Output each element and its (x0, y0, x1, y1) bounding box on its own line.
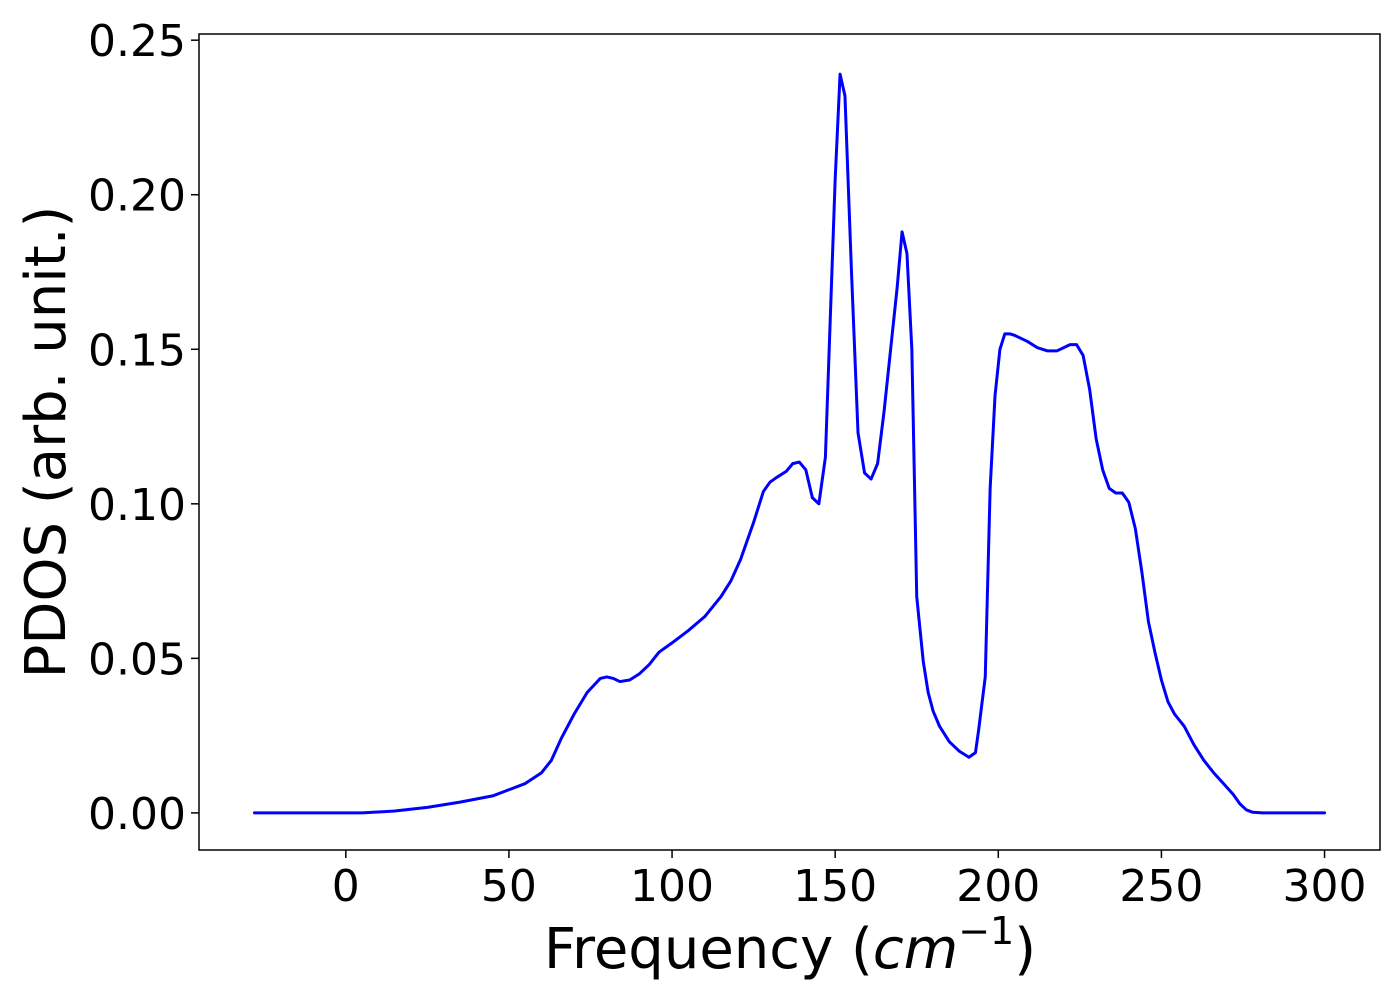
y-tick-label: 0.05 (88, 634, 186, 685)
y-tick-label: 0.20 (88, 171, 186, 222)
y-axis: 0.00 0.05 0.10 0.15 0.20 0.25 (88, 16, 199, 840)
pdos-series-line (252, 72, 1327, 815)
y-tick-label: 0.15 (88, 325, 186, 376)
x-tick-label: 300 (1283, 861, 1367, 912)
x-tick-label: 250 (1119, 861, 1203, 912)
x-tick-label: 100 (630, 861, 714, 912)
y-tick-label: 0.10 (88, 480, 186, 531)
x-tick-label: 200 (956, 861, 1040, 912)
x-axis: 0 50 100 150 200 250 300 (332, 850, 1367, 912)
x-tick-label: 50 (481, 861, 537, 912)
x-tick-label: 0 (332, 861, 360, 912)
y-axis-title: PDOS (arb. unit.) (14, 206, 79, 679)
y-tick-label: 0.00 (88, 789, 186, 840)
x-tick-label: 150 (793, 861, 877, 912)
x-axis-title: Frequency (cm−1) (544, 909, 1036, 982)
plot-area (198, 33, 1381, 851)
y-tick-label: 0.25 (88, 16, 186, 67)
